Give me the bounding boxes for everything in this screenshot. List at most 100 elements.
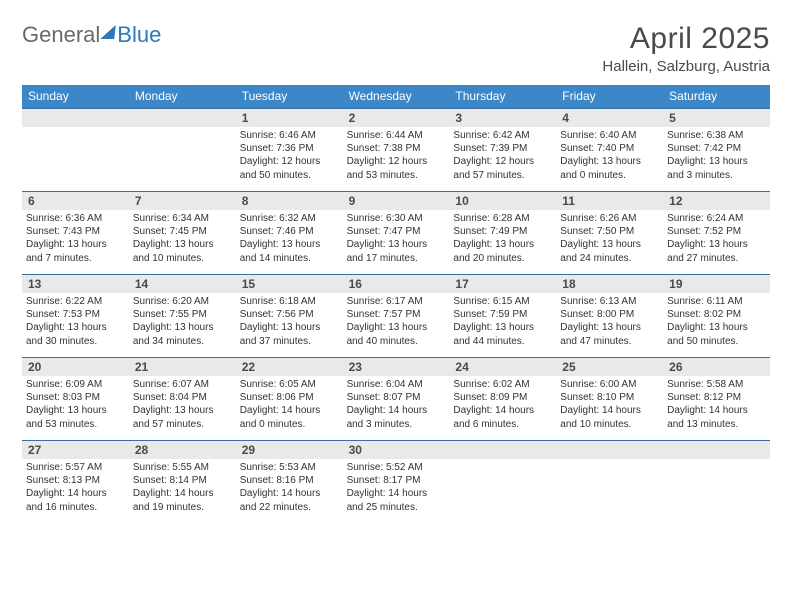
day-number — [129, 109, 236, 127]
daylight-line: Daylight: 14 hours and 10 minutes. — [560, 404, 659, 430]
day-info: Sunrise: 6:15 AMSunset: 7:59 PMDaylight:… — [453, 295, 552, 348]
daylight-line: Daylight: 13 hours and 17 minutes. — [347, 238, 446, 264]
calendar-cell: 13Sunrise: 6:22 AMSunset: 7:53 PMDayligh… — [22, 275, 129, 357]
calendar-cell — [556, 441, 663, 523]
day-info: Sunrise: 6:26 AMSunset: 7:50 PMDaylight:… — [560, 212, 659, 265]
title-block: April 2025 Hallein, Salzburg, Austria — [602, 22, 770, 75]
sunrise-line: Sunrise: 6:46 AM — [240, 129, 339, 142]
daylight-line: Daylight: 14 hours and 0 minutes. — [240, 404, 339, 430]
calendar-cell: 19Sunrise: 6:11 AMSunset: 8:02 PMDayligh… — [663, 275, 770, 357]
calendar-cell: 17Sunrise: 6:15 AMSunset: 7:59 PMDayligh… — [449, 275, 556, 357]
calendar-cell: 30Sunrise: 5:52 AMSunset: 8:17 PMDayligh… — [343, 441, 450, 523]
location-subtitle: Hallein, Salzburg, Austria — [602, 58, 770, 75]
day-number: 3 — [449, 109, 556, 127]
sunrise-line: Sunrise: 6:02 AM — [453, 378, 552, 391]
day-info: Sunrise: 6:38 AMSunset: 7:42 PMDaylight:… — [667, 129, 766, 182]
daylight-line: Daylight: 13 hours and 47 minutes. — [560, 321, 659, 347]
sunset-line: Sunset: 8:04 PM — [133, 391, 232, 404]
day-name-wednesday: Wednesday — [343, 85, 450, 108]
day-name-saturday: Saturday — [663, 85, 770, 108]
day-number: 7 — [129, 192, 236, 210]
sunset-line: Sunset: 7:45 PM — [133, 225, 232, 238]
sunrise-line: Sunrise: 6:22 AM — [26, 295, 125, 308]
sunrise-line: Sunrise: 6:24 AM — [667, 212, 766, 225]
day-number: 11 — [556, 192, 663, 210]
calendar-cell: 23Sunrise: 6:04 AMSunset: 8:07 PMDayligh… — [343, 358, 450, 440]
sunrise-line: Sunrise: 6:15 AM — [453, 295, 552, 308]
daylight-line: Daylight: 14 hours and 13 minutes. — [667, 404, 766, 430]
day-number: 27 — [22, 441, 129, 459]
day-number: 16 — [343, 275, 450, 293]
day-number: 9 — [343, 192, 450, 210]
sunset-line: Sunset: 7:46 PM — [240, 225, 339, 238]
sunset-line: Sunset: 7:52 PM — [667, 225, 766, 238]
calendar-cell: 12Sunrise: 6:24 AMSunset: 7:52 PMDayligh… — [663, 192, 770, 274]
calendar-week: 20Sunrise: 6:09 AMSunset: 8:03 PMDayligh… — [22, 357, 770, 440]
calendar-cell: 24Sunrise: 6:02 AMSunset: 8:09 PMDayligh… — [449, 358, 556, 440]
day-number: 4 — [556, 109, 663, 127]
day-info: Sunrise: 6:11 AMSunset: 8:02 PMDaylight:… — [667, 295, 766, 348]
sunset-line: Sunset: 8:00 PM — [560, 308, 659, 321]
calendar-cell: 1 Sunrise: 6:46 AMSunset: 7:36 PMDaylight… — [236, 109, 343, 191]
daylight-line: Daylight: 13 hours and 37 minutes. — [240, 321, 339, 347]
daylight-line: Daylight: 12 hours and 50 minutes. — [240, 155, 339, 181]
day-info: Sunrise: 6:22 AMSunset: 7:53 PMDaylight:… — [26, 295, 125, 348]
daylight-line: Daylight: 13 hours and 53 minutes. — [26, 404, 125, 430]
daylight-line: Daylight: 13 hours and 3 minutes. — [667, 155, 766, 181]
day-info: Sunrise: 6:09 AMSunset: 8:03 PMDaylight:… — [26, 378, 125, 431]
calendar-cell: 6Sunrise: 6:36 AMSunset: 7:43 PMDaylight… — [22, 192, 129, 274]
day-info: Sunrise: 6:04 AMSunset: 8:07 PMDaylight:… — [347, 378, 446, 431]
day-number — [556, 441, 663, 459]
sunset-line: Sunset: 7:57 PM — [347, 308, 446, 321]
sunset-line: Sunset: 7:59 PM — [453, 308, 552, 321]
day-number: 1 — [236, 109, 343, 127]
calendar-cell: 15Sunrise: 6:18 AMSunset: 7:56 PMDayligh… — [236, 275, 343, 357]
calendar-cell: 10Sunrise: 6:28 AMSunset: 7:49 PMDayligh… — [449, 192, 556, 274]
day-info: Sunrise: 6:28 AMSunset: 7:49 PMDaylight:… — [453, 212, 552, 265]
sunrise-line: Sunrise: 5:55 AM — [133, 461, 232, 474]
day-number: 14 — [129, 275, 236, 293]
calendar-cell: 8Sunrise: 6:32 AMSunset: 7:46 PMDaylight… — [236, 192, 343, 274]
sunset-line: Sunset: 8:12 PM — [667, 391, 766, 404]
calendar-week: 13Sunrise: 6:22 AMSunset: 7:53 PMDayligh… — [22, 274, 770, 357]
calendar-cell: 16Sunrise: 6:17 AMSunset: 7:57 PMDayligh… — [343, 275, 450, 357]
day-info: Sunrise: 6:42 AMSunset: 7:39 PMDaylight:… — [453, 129, 552, 182]
calendar-cell — [129, 109, 236, 191]
calendar-cell: 22Sunrise: 6:05 AMSunset: 8:06 PMDayligh… — [236, 358, 343, 440]
daylight-line: Daylight: 13 hours and 7 minutes. — [26, 238, 125, 264]
sunset-line: Sunset: 7:36 PM — [240, 142, 339, 155]
day-info: Sunrise: 6:36 AMSunset: 7:43 PMDaylight:… — [26, 212, 125, 265]
day-number — [449, 441, 556, 459]
calendar-cell: 18Sunrise: 6:13 AMSunset: 8:00 PMDayligh… — [556, 275, 663, 357]
daylight-line: Daylight: 13 hours and 30 minutes. — [26, 321, 125, 347]
sunrise-line: Sunrise: 6:05 AM — [240, 378, 339, 391]
daylight-line: Daylight: 14 hours and 6 minutes. — [453, 404, 552, 430]
daylight-line: Daylight: 13 hours and 14 minutes. — [240, 238, 339, 264]
calendar-cell: 2Sunrise: 6:44 AMSunset: 7:38 PMDaylight… — [343, 109, 450, 191]
sunrise-line: Sunrise: 5:57 AM — [26, 461, 125, 474]
day-info: Sunrise: 6:30 AMSunset: 7:47 PMDaylight:… — [347, 212, 446, 265]
sunset-line: Sunset: 8:17 PM — [347, 474, 446, 487]
sunrise-line: Sunrise: 6:09 AM — [26, 378, 125, 391]
day-number: 30 — [343, 441, 450, 459]
sunrise-line: Sunrise: 6:42 AM — [453, 129, 552, 142]
day-info: Sunrise: 6:02 AMSunset: 8:09 PMDaylight:… — [453, 378, 552, 431]
day-number: 5 — [663, 109, 770, 127]
calendar-week: 27Sunrise: 5:57 AMSunset: 8:13 PMDayligh… — [22, 440, 770, 523]
sunrise-line: Sunrise: 6:04 AM — [347, 378, 446, 391]
sunrise-line: Sunrise: 6:13 AM — [560, 295, 659, 308]
day-name-tuesday: Tuesday — [236, 85, 343, 108]
sunset-line: Sunset: 7:49 PM — [453, 225, 552, 238]
day-name-sunday: Sunday — [22, 85, 129, 108]
day-number: 15 — [236, 275, 343, 293]
sunset-line: Sunset: 7:43 PM — [26, 225, 125, 238]
day-number: 12 — [663, 192, 770, 210]
day-name-thursday: Thursday — [449, 85, 556, 108]
sunrise-line: Sunrise: 5:53 AM — [240, 461, 339, 474]
sunrise-line: Sunrise: 6:26 AM — [560, 212, 659, 225]
day-number: 29 — [236, 441, 343, 459]
daylight-line: Daylight: 14 hours and 22 minutes. — [240, 487, 339, 513]
calendar-cell: 11 Sunrise: 6:26 AMSunset: 7:50 PMDayligh… — [556, 192, 663, 274]
day-name-monday: Monday — [129, 85, 236, 108]
calendar-cell: 14Sunrise: 6:20 AMSunset: 7:55 PMDayligh… — [129, 275, 236, 357]
